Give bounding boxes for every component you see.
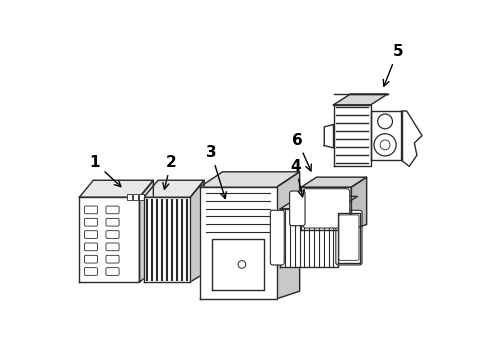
FancyBboxPatch shape <box>270 210 284 265</box>
Text: 4: 4 <box>291 159 304 197</box>
FancyBboxPatch shape <box>106 206 119 214</box>
Polygon shape <box>280 209 338 266</box>
FancyBboxPatch shape <box>106 255 119 263</box>
FancyBboxPatch shape <box>106 267 119 275</box>
Text: 5: 5 <box>383 44 403 86</box>
Polygon shape <box>199 187 276 299</box>
FancyBboxPatch shape <box>84 231 98 238</box>
Polygon shape <box>280 197 357 209</box>
FancyBboxPatch shape <box>290 191 305 226</box>
FancyBboxPatch shape <box>84 267 98 275</box>
Bar <box>140 194 144 200</box>
Polygon shape <box>301 187 351 230</box>
Text: 6: 6 <box>292 133 311 171</box>
Text: 2: 2 <box>163 155 176 189</box>
FancyBboxPatch shape <box>106 219 119 226</box>
Polygon shape <box>199 172 300 187</box>
Bar <box>127 194 132 200</box>
Polygon shape <box>324 125 334 148</box>
Polygon shape <box>338 213 360 263</box>
Polygon shape <box>371 111 401 160</box>
Polygon shape <box>79 197 140 282</box>
FancyBboxPatch shape <box>303 189 350 228</box>
Polygon shape <box>190 180 204 282</box>
Polygon shape <box>334 105 371 166</box>
FancyBboxPatch shape <box>84 255 98 263</box>
Polygon shape <box>334 94 388 105</box>
FancyBboxPatch shape <box>106 243 119 251</box>
Polygon shape <box>212 239 264 289</box>
FancyBboxPatch shape <box>84 243 98 251</box>
Polygon shape <box>144 197 190 282</box>
Polygon shape <box>301 177 367 187</box>
Polygon shape <box>276 172 300 299</box>
FancyBboxPatch shape <box>106 231 119 238</box>
Polygon shape <box>140 180 153 282</box>
Text: 1: 1 <box>90 155 121 186</box>
Text: 3: 3 <box>206 145 226 198</box>
Polygon shape <box>144 180 204 197</box>
Bar <box>133 194 138 200</box>
FancyBboxPatch shape <box>339 215 359 260</box>
Polygon shape <box>401 111 422 166</box>
Polygon shape <box>351 177 367 230</box>
FancyBboxPatch shape <box>84 206 98 214</box>
FancyBboxPatch shape <box>84 219 98 226</box>
FancyBboxPatch shape <box>336 210 362 265</box>
Polygon shape <box>79 180 153 197</box>
